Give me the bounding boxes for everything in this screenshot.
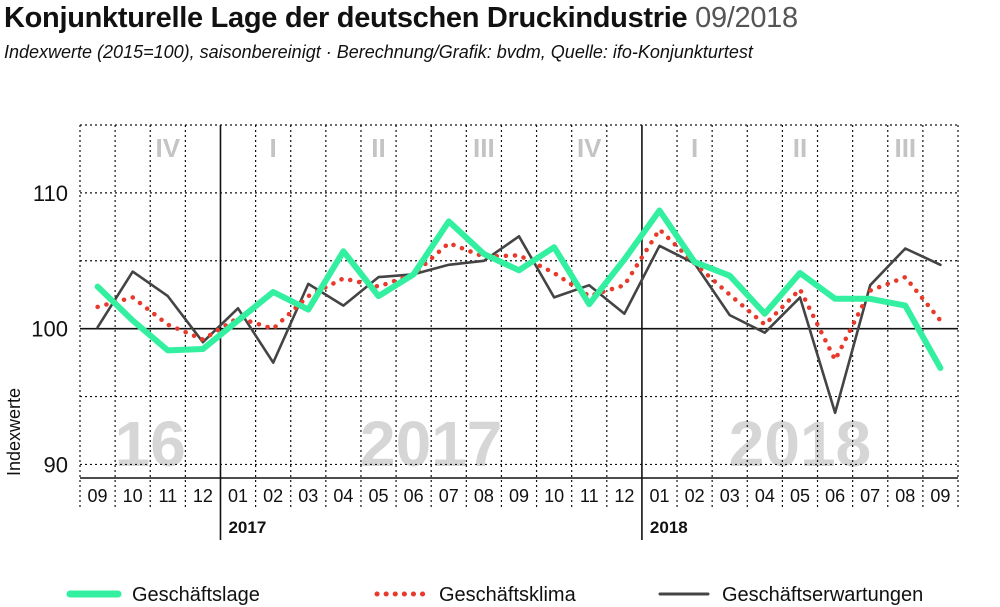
- y-tick-label: 100: [31, 317, 68, 342]
- x-tick-label: 05: [369, 486, 389, 506]
- x-tick-label: 10: [544, 486, 564, 506]
- background-year-2: 2018: [729, 408, 871, 480]
- quarter-label-2: II: [371, 133, 385, 163]
- quarter-label-0: IV: [156, 133, 181, 163]
- legend: Geschäftslage Geschäftsklima Geschäftserwa…: [66, 584, 923, 606]
- grid: [79, 124, 959, 540]
- y-tick-label: 110: [33, 181, 68, 206]
- chart-title: Konjunkturelle Lage der deutschen Drucki…: [4, 2, 798, 35]
- series-line-geschäftslage: [94, 207, 944, 371]
- x-tick-label: 09: [930, 486, 950, 506]
- quarter-label-5: I: [691, 133, 698, 163]
- quarter-label-4: IV: [577, 133, 602, 163]
- x-tick-label: 07: [439, 486, 459, 506]
- x-tick-label: 08: [895, 486, 915, 506]
- x-tick-label: 07: [860, 486, 880, 506]
- x-tick-labels: 09 10 11 12 01 02 03 04 05 06 07 08 09 10 11 12 01 02 03 04…: [88, 486, 951, 537]
- x-tick-label: 03: [720, 486, 740, 506]
- quarter-labels: IV I II III IV I II III: [156, 133, 917, 163]
- x-tick-label: 09: [509, 486, 529, 506]
- year-label-2018: 2018: [650, 518, 688, 537]
- chart-title-date: 09/2018: [695, 2, 798, 34]
- x-tick-label: 03: [298, 486, 318, 506]
- x-tick-label: 06: [404, 486, 424, 506]
- quarter-label-7: III: [894, 133, 916, 163]
- x-tick-label: 11: [158, 486, 177, 506]
- x-tick-label: 01: [228, 486, 248, 506]
- series-lines: [94, 207, 944, 415]
- x-tick-label: 08: [474, 486, 494, 506]
- legend-label-2: Geschäftserwartungen: [722, 584, 923, 606]
- x-tick-label: 05: [790, 486, 810, 506]
- quarter-label-6: II: [793, 133, 807, 163]
- x-tick-label: 02: [685, 486, 705, 506]
- x-tick-label: 04: [755, 486, 775, 506]
- series-line-geschäftserwartungen: [96, 235, 942, 415]
- x-tick-label: 12: [193, 486, 213, 506]
- y-tick-label: 90: [44, 452, 68, 477]
- x-tick-label: 12: [614, 486, 634, 506]
- quarter-label-1: I: [270, 133, 277, 163]
- year-label-2017: 2017: [228, 518, 266, 537]
- background-year-0: 16: [115, 408, 186, 480]
- quarter-label-3: III: [473, 133, 495, 163]
- x-tick-label: 06: [825, 486, 845, 506]
- x-tick-label: 01: [649, 486, 669, 506]
- x-tick-label: 10: [123, 486, 143, 506]
- x-tick-label: 02: [263, 486, 283, 506]
- legend-label-1: Geschäftsklima: [439, 584, 577, 606]
- x-tick-label: 09: [88, 486, 108, 506]
- y-axis-label: Indexwerte: [4, 388, 24, 476]
- chart-title-text: Konjunkturelle Lage der deutschen Drucki…: [4, 2, 688, 34]
- legend-label-0: Geschäftslage: [132, 584, 260, 606]
- chart-subtitle: Indexwerte (2015=100), saisonbereinigt ·…: [4, 42, 753, 62]
- x-tick-label: 04: [333, 486, 353, 506]
- x-tick-label: 11: [580, 486, 599, 506]
- background-year-1: 2017: [360, 408, 502, 480]
- axes: 90 100 110 Indexwerte: [4, 181, 958, 479]
- background-years: 16 2017 2018: [115, 408, 872, 480]
